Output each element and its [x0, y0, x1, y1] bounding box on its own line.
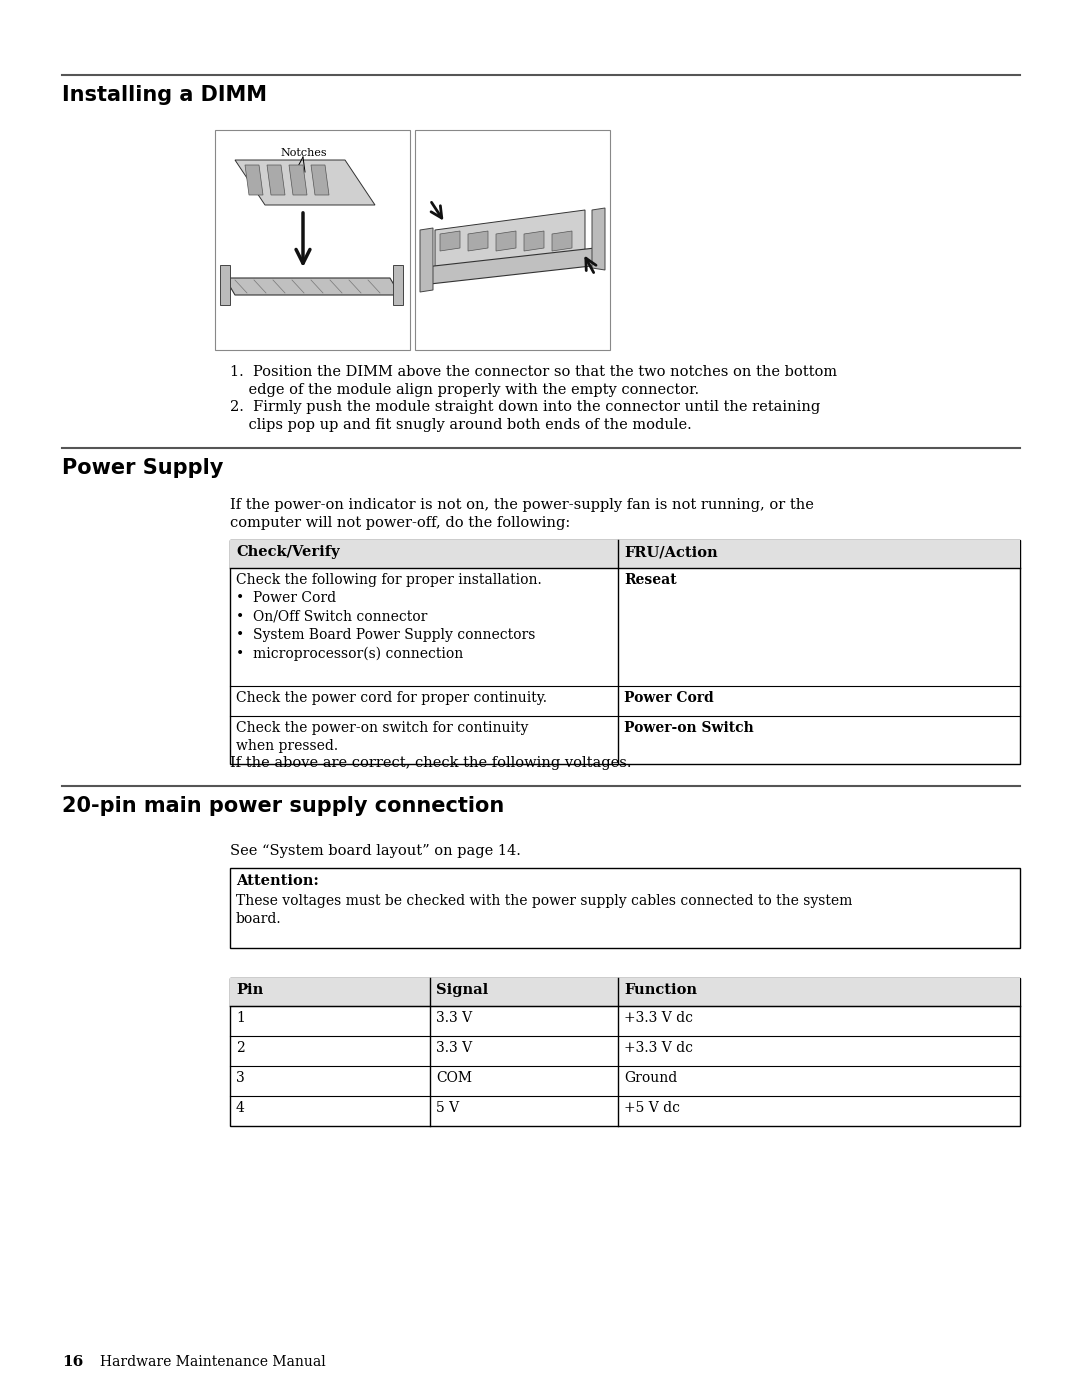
Text: If the power-on indicator is not on, the power-supply fan is not running, or the: If the power-on indicator is not on, the…	[230, 497, 814, 531]
Text: These voltages must be checked with the power supply cables connected to the sys: These voltages must be checked with the …	[237, 894, 852, 926]
Text: 2: 2	[237, 1041, 245, 1055]
Text: Hardware Maintenance Manual: Hardware Maintenance Manual	[100, 1355, 326, 1369]
Polygon shape	[220, 265, 230, 305]
Polygon shape	[552, 231, 572, 251]
Text: 3: 3	[237, 1071, 245, 1085]
Text: Power-on Switch: Power-on Switch	[624, 721, 754, 735]
Text: Signal: Signal	[436, 983, 488, 997]
Text: 4: 4	[237, 1101, 245, 1115]
Text: 3.3 V: 3.3 V	[436, 1041, 472, 1055]
Bar	[230, 978, 1020, 1006]
Text: Installing a DIMM: Installing a DIMM	[62, 85, 267, 105]
Text: 1: 1	[237, 1011, 245, 1025]
Text: See “System board layout” on page 14.: See “System board layout” on page 14.	[230, 844, 521, 858]
Polygon shape	[235, 161, 375, 205]
Polygon shape	[426, 249, 600, 284]
Text: 2.  Firmly push the module straight down into the connector until the retaining
: 2. Firmly push the module straight down …	[230, 400, 820, 433]
Text: 16: 16	[62, 1355, 83, 1369]
Polygon shape	[468, 231, 488, 251]
Text: Power Supply: Power Supply	[62, 458, 224, 478]
Text: Check the following for proper installation.
•  Power Cord
•  On/Off Switch conn: Check the following for proper installat…	[237, 573, 542, 661]
Polygon shape	[420, 228, 433, 292]
Polygon shape	[311, 165, 329, 196]
Text: If the above are correct, check the following voltages.: If the above are correct, check the foll…	[230, 756, 632, 770]
Polygon shape	[496, 231, 516, 251]
Text: Attention:: Attention:	[237, 875, 319, 888]
Bar	[230, 868, 1020, 949]
Text: +3.3 V dc: +3.3 V dc	[624, 1041, 693, 1055]
Text: +5 V dc: +5 V dc	[624, 1101, 680, 1115]
Bar	[230, 541, 1020, 569]
Polygon shape	[393, 265, 403, 305]
Text: 1.  Position the DIMM above the connector so that the two notches on the bottom
: 1. Position the DIMM above the connector…	[230, 365, 837, 397]
Polygon shape	[435, 210, 585, 270]
Text: Check the power-on switch for continuity
when pressed.: Check the power-on switch for continuity…	[237, 721, 528, 753]
Text: Ground: Ground	[624, 1071, 677, 1085]
Polygon shape	[267, 165, 285, 196]
Text: Check/Verify: Check/Verify	[237, 545, 339, 559]
Text: Notches: Notches	[280, 148, 326, 158]
Bar	[230, 978, 1020, 1126]
Polygon shape	[524, 231, 544, 251]
Polygon shape	[225, 278, 400, 295]
Text: COM: COM	[436, 1071, 472, 1085]
Text: +3.3 V dc: +3.3 V dc	[624, 1011, 693, 1025]
Text: Pin: Pin	[237, 983, 264, 997]
Text: Power Cord: Power Cord	[624, 692, 714, 705]
Polygon shape	[592, 208, 605, 270]
Polygon shape	[245, 165, 264, 196]
Bar	[215, 130, 410, 351]
Text: 3.3 V: 3.3 V	[436, 1011, 472, 1025]
Polygon shape	[289, 165, 307, 196]
Text: Function: Function	[624, 983, 697, 997]
Text: Check the power cord for proper continuity.: Check the power cord for proper continui…	[237, 692, 546, 705]
Text: 20-pin main power supply connection: 20-pin main power supply connection	[62, 796, 504, 816]
Text: FRU/Action: FRU/Action	[624, 545, 717, 559]
Text: Reseat: Reseat	[624, 573, 677, 587]
Polygon shape	[440, 231, 460, 251]
Bar	[230, 541, 1020, 764]
Text: 5 V: 5 V	[436, 1101, 459, 1115]
Bar	[415, 130, 610, 351]
